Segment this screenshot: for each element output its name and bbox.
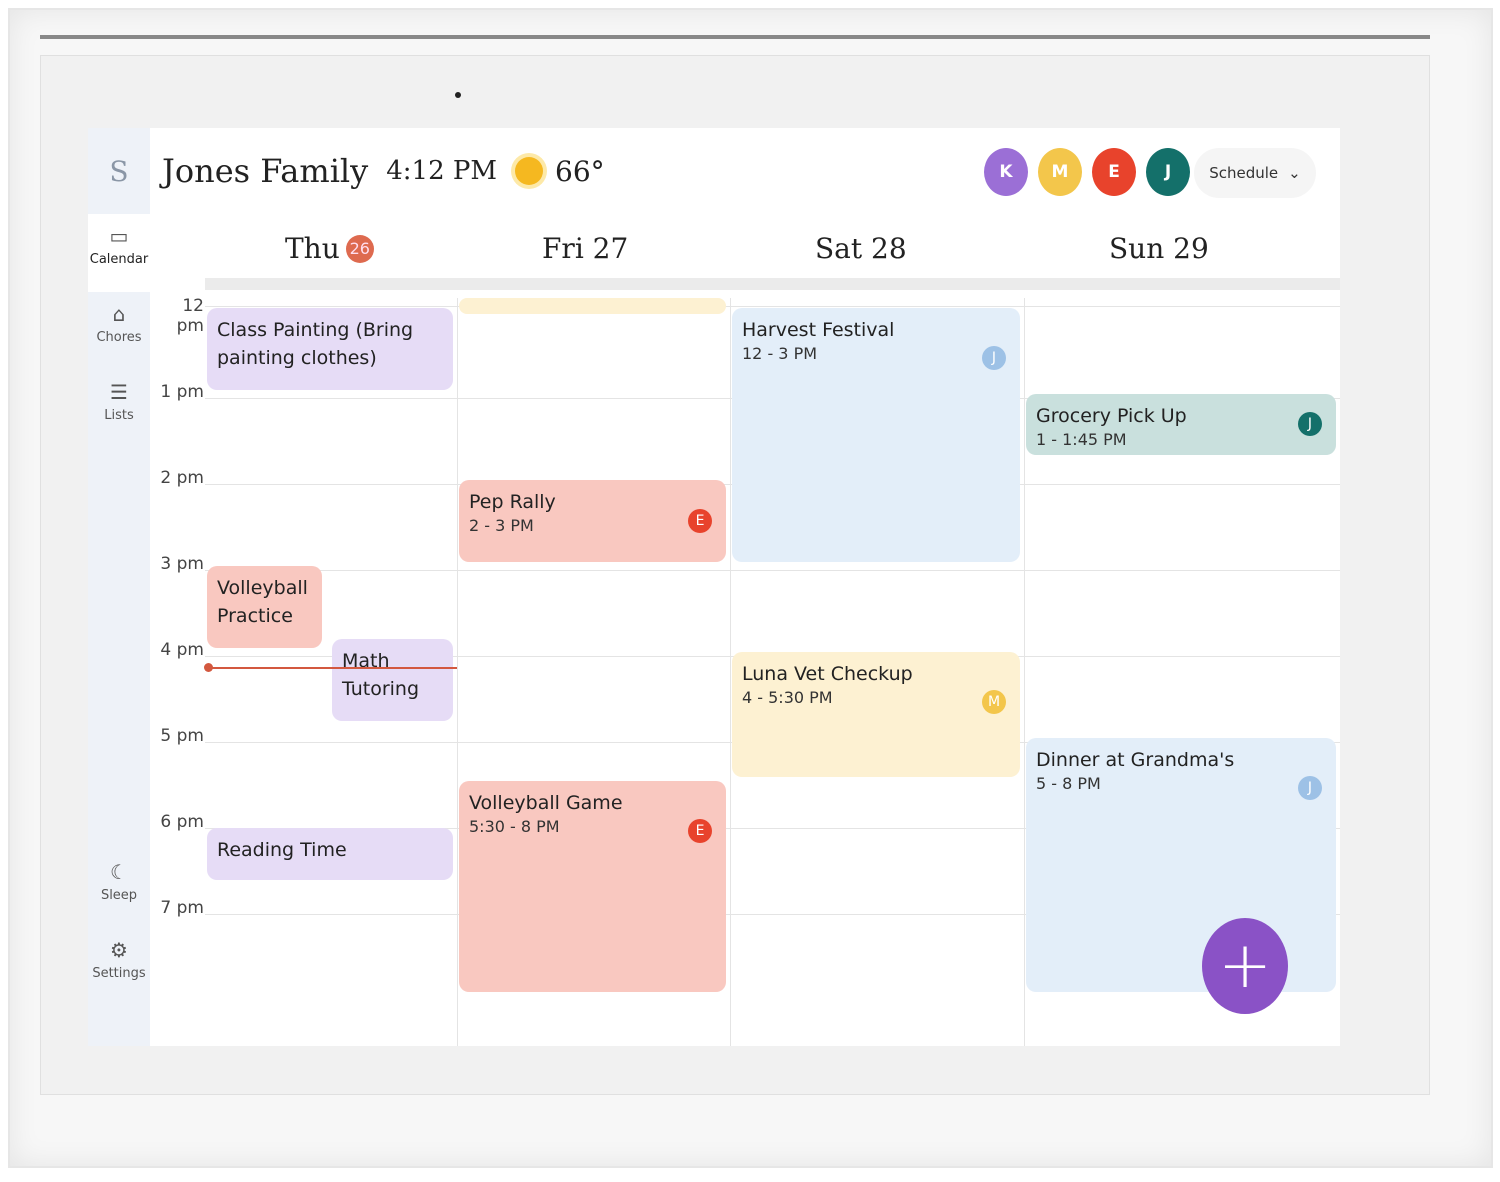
event-time: 5:30 - 8 PM: [469, 817, 560, 836]
event-time: 4 - 5:30 PM: [742, 688, 833, 707]
event-title: Class Painting (Bring painting clothes): [217, 319, 414, 369]
event-card[interactable]: Volleyball Game 5:30 - 8 PM E: [459, 781, 726, 992]
list-icon: ☰: [110, 380, 128, 404]
sidebar: S ▭ Calendar ⌂ Chores ☰ Lists ☾ Sleep ⚙ Settings: [88, 128, 150, 1046]
hour-gridline: [205, 306, 1340, 307]
chevron-down-icon: ⌄: [1288, 164, 1301, 182]
event-card[interactable]: Reading Time: [207, 828, 453, 881]
event-title: Reading Time: [217, 839, 347, 862]
event-title: Grocery Pick Up: [1036, 405, 1187, 427]
family-title: Jones Family: [162, 152, 369, 190]
column-divider: [730, 298, 731, 1046]
member-avatar[interactable]: J: [1146, 148, 1190, 196]
day-label: Fri 27: [542, 232, 629, 265]
event-member-avatar: J: [982, 346, 1006, 370]
hour-label: 2 pm: [160, 468, 204, 488]
event-card[interactable]: Class Painting (Bring painting clothes): [207, 308, 453, 390]
event-title: Harvest Festival: [742, 319, 895, 341]
frame-top-edge: [40, 35, 1430, 39]
day-headers: Thu 26 Fri 27 Sat 28 Sun 29: [205, 214, 1340, 290]
event-card[interactable]: Luna Vet Checkup 4 - 5:30 PM M: [732, 652, 1020, 777]
day-label: Sun 29: [1109, 232, 1209, 265]
hour-label: 7 pm: [160, 898, 204, 918]
event-member-avatar: E: [688, 509, 712, 533]
gear-icon: ⚙: [110, 938, 128, 962]
day-label: Sat 28: [815, 232, 907, 265]
column-divider: [1024, 298, 1025, 1046]
plus-icon: +: [1218, 929, 1272, 1003]
today-badge: 26: [345, 234, 374, 263]
temperature: 66°: [555, 154, 605, 188]
event-member-avatar: J: [1298, 412, 1322, 437]
event-member-avatar: J: [1298, 776, 1322, 800]
day-header: Sat 28: [815, 232, 907, 265]
day-header: Sun 29: [1109, 232, 1209, 265]
view-select[interactable]: Schedule ⌄: [1194, 148, 1316, 198]
add-event-button[interactable]: +: [1202, 918, 1288, 1014]
sidebar-item-sleep[interactable]: ☾ Sleep: [88, 850, 150, 928]
member-avatar[interactable]: M: [1038, 148, 1082, 196]
sun-icon: [515, 157, 544, 185]
day-label: Thu: [285, 232, 340, 265]
event-title: Math Tutoring: [342, 650, 420, 701]
member-avatar[interactable]: K: [984, 148, 1028, 196]
moon-icon: ☾: [110, 860, 128, 884]
event-title: Volleyball Game: [469, 792, 623, 814]
day-header: Fri 27: [542, 232, 628, 265]
current-time-line: [208, 667, 457, 670]
hour-label: 1 pm: [160, 382, 204, 402]
event-card[interactable]: [459, 298, 726, 314]
sidebar-item-label: Chores: [96, 330, 142, 345]
sidebar-item-label: Calendar: [89, 252, 149, 267]
event-time: 12 - 3 PM: [742, 344, 818, 363]
sidebar-item-label: Settings: [92, 966, 146, 981]
sidebar-item-settings[interactable]: ⚙ Settings: [88, 928, 150, 1006]
current-time-dot: [204, 663, 213, 673]
event-time: 5 - 8 PM: [1036, 774, 1101, 793]
calendar-grid: 12 pm 1 pm 2 pm 3 pm 4 pm 5 pm 6 pm 7 pm Class P…: [150, 296, 1340, 1046]
sidebar-item-label: Sleep: [100, 888, 138, 903]
hour-gridline: [205, 914, 1340, 915]
event-time: 1 - 1:45 PM: [1036, 430, 1127, 449]
column-divider: [457, 298, 458, 1046]
screen: S ▭ Calendar ⌂ Chores ☰ Lists ☾ Sleep ⚙ Settings…: [88, 128, 1340, 1046]
view-select-label: Schedule: [1209, 164, 1279, 182]
app-logo: S: [109, 154, 129, 188]
event-title: Luna Vet Checkup: [742, 663, 913, 685]
event-member-avatar: E: [688, 819, 712, 843]
event-title: Dinner at Grandma's: [1036, 749, 1235, 771]
hour-gridline: [205, 570, 1340, 571]
event-member-avatar: M: [982, 690, 1006, 714]
hour-label: 6 pm: [160, 812, 204, 832]
event-card[interactable]: Volleyball Practice: [207, 566, 322, 648]
member-avatar[interactable]: E: [1092, 148, 1136, 196]
event-card[interactable]: Pep Rally 2 - 3 PM E: [459, 480, 726, 562]
hour-label: 3 pm: [160, 554, 204, 574]
hour-label: 5 pm: [160, 726, 204, 746]
hour-label: 12 pm: [176, 296, 204, 336]
calendar-icon: ▭: [109, 224, 129, 248]
event-title: Volleyball Practice: [217, 577, 308, 627]
sidebar-item-label: Lists: [104, 408, 134, 423]
event-card[interactable]: Math Tutoring: [332, 639, 453, 722]
event-title: Pep Rally: [469, 491, 556, 513]
event-time: 2 - 3 PM: [469, 516, 534, 535]
event-card[interactable]: Harvest Festival 12 - 3 PM J: [732, 308, 1020, 562]
sidebar-item-lists[interactable]: ☰ Lists: [88, 370, 150, 448]
clock: 4:12 PM: [386, 156, 498, 186]
hour-gridline: [205, 828, 1340, 829]
day-header: Thu 26: [285, 232, 374, 265]
event-card[interactable]: Dinner at Grandma's 5 - 8 PM J: [1026, 738, 1336, 992]
broom-icon: ⌂: [112, 302, 126, 326]
hour-label: 4 pm: [160, 640, 204, 660]
event-card[interactable]: Grocery Pick Up 1 - 1:45 PM J: [1026, 394, 1336, 455]
camera-icon: [455, 92, 461, 98]
sidebar-item-chores[interactable]: ⌂ Chores: [88, 292, 150, 370]
sidebar-item-calendar[interactable]: ▭ Calendar: [88, 214, 150, 292]
